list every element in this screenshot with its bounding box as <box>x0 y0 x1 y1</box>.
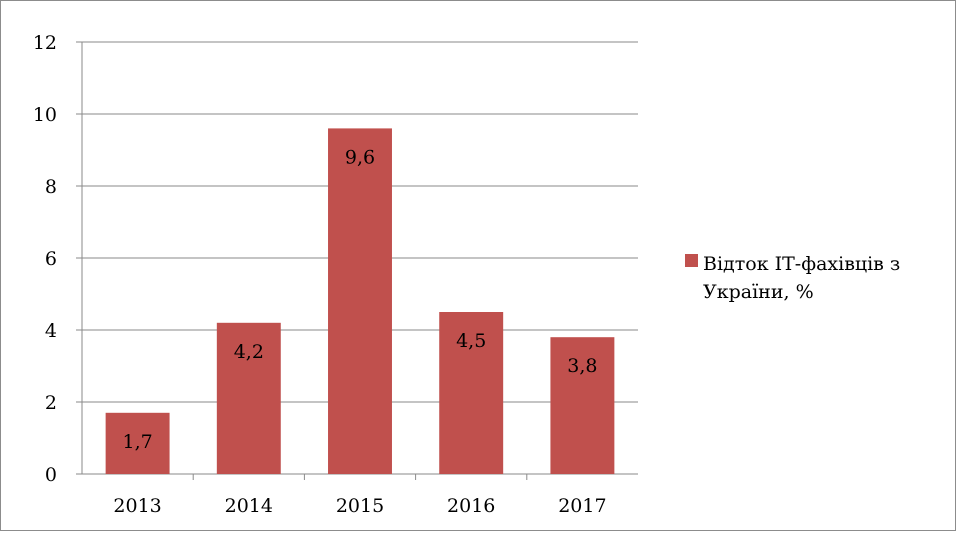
bars <box>105 128 615 474</box>
data-labels: 1,7 4,2 9,6 4,5 3,8 <box>122 146 597 452</box>
bar-2014 <box>216 322 281 474</box>
data-label-2013: 1,7 <box>122 431 152 453</box>
legend-swatch <box>685 254 698 267</box>
y-tick-label-3: 6 <box>45 248 57 270</box>
x-tick-label-2016: 2016 <box>447 495 495 517</box>
y-tick-label-2: 4 <box>45 320 57 342</box>
x-tick-label-2017: 2017 <box>558 495 606 517</box>
y-tick-labels: 0 2 4 6 8 10 12 <box>33 32 57 486</box>
data-label-2016: 4,5 <box>456 330 486 352</box>
bar-2015 <box>328 128 392 474</box>
data-label-2015: 9,6 <box>345 146 375 168</box>
y-tick-label-5: 10 <box>33 104 57 126</box>
x-tick-labels: 2013 2014 2015 2016 2017 <box>113 495 606 517</box>
x-tick-label-2013: 2013 <box>113 495 161 517</box>
bar-2017 <box>550 337 615 474</box>
y-tick-label-1: 2 <box>45 392 57 414</box>
bar-2016 <box>439 312 504 474</box>
y-tick-label-6: 12 <box>33 32 57 54</box>
x-tick-label-2015: 2015 <box>336 495 384 517</box>
y-tick-label-0: 0 <box>45 464 57 486</box>
y-tick-label-4: 8 <box>45 176 57 198</box>
legend-entry-label: Відток ІТ-фахівців з України, % <box>703 253 901 303</box>
x-tick-label-2014: 2014 <box>225 495 273 517</box>
bar-2013 <box>105 412 170 474</box>
data-label-2017: 3,8 <box>567 355 597 377</box>
data-label-2014: 4,2 <box>234 341 264 363</box>
